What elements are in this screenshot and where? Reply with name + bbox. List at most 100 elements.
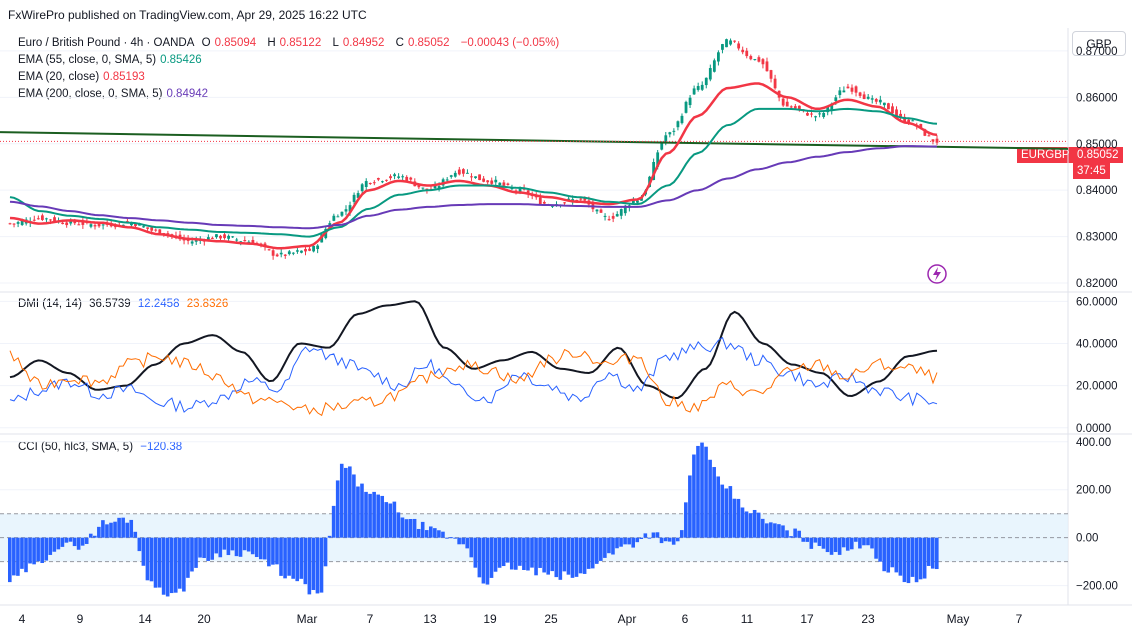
candle-body: [636, 200, 639, 203]
cci-bar: [918, 537, 923, 580]
candle-body: [287, 251, 291, 255]
cci-bar: [331, 505, 336, 538]
candle-body: [615, 214, 619, 217]
cci-bar: [732, 498, 737, 538]
candle-body: [737, 43, 741, 49]
cci-bar: [457, 537, 461, 545]
candle-body: [870, 98, 874, 100]
candle-body: [279, 252, 283, 255]
candle-body: [733, 40, 736, 42]
x-tick-label: 4: [19, 612, 26, 626]
candle-body: [77, 224, 81, 226]
cci-y-tick-label: −200.00: [1076, 581, 1118, 593]
cci-bar: [396, 512, 401, 538]
cci-value: −120.38: [140, 441, 183, 453]
cci-bar: [578, 537, 583, 574]
cci-bar: [922, 537, 927, 579]
cci-bar: [582, 537, 587, 574]
dmi-line-minus-di: [9, 348, 938, 417]
candle-body: [822, 112, 826, 117]
candle-body: [389, 176, 392, 179]
candle-body: [121, 224, 125, 226]
cci-bar: [84, 537, 89, 544]
cci-bar: [271, 537, 275, 565]
cci-bar: [88, 533, 93, 538]
candle-body: [785, 101, 789, 107]
ema-line-ema55: [9, 107, 938, 238]
candle-body: [364, 181, 368, 187]
lightning-icon[interactable]: [927, 264, 947, 284]
cci-legend[interactable]: CCI (50, hlc3, SMA, 5) −120.38: [18, 441, 186, 453]
cci-bar: [93, 535, 97, 538]
ohlc-close: C 0.85052: [395, 37, 450, 49]
candle-body: [793, 106, 797, 109]
candle-body: [708, 68, 712, 80]
candle-body: [247, 241, 251, 243]
x-tick-label: 17: [800, 612, 814, 626]
cci-bar: [789, 536, 793, 538]
ema55-label: EMA (55, close, 0, SMA, 5): [18, 54, 157, 66]
candle-body: [696, 86, 700, 90]
candle-body: [575, 199, 579, 201]
cci-bar: [817, 537, 822, 547]
symbol-title[interactable]: Euro / British Pound · 4h · OANDA: [18, 37, 195, 49]
candle-body: [453, 172, 457, 177]
candle-body: [789, 106, 793, 108]
candle-body: [368, 183, 372, 185]
cci-bar: [489, 537, 494, 578]
ema20-value: 0.85193: [103, 71, 145, 83]
cci-bar: [833, 537, 838, 553]
cci-bar: [566, 537, 571, 575]
cci-bar: [424, 530, 429, 538]
candle-body: [814, 116, 817, 118]
candle-body: [291, 252, 295, 254]
ema55-legend[interactable]: EMA (55, close, 0, SMA, 5) 0.85426: [18, 54, 206, 66]
cci-bar: [574, 537, 579, 577]
candle-body: [502, 182, 506, 186]
cci-bar: [105, 524, 109, 538]
candle-body: [150, 227, 154, 231]
candle-body: [8, 223, 12, 225]
candle-body: [251, 239, 255, 244]
cci-bar: [161, 537, 166, 595]
cci-bar: [125, 522, 129, 538]
ema20-legend[interactable]: EMA (20, close) 0.85193: [18, 71, 149, 83]
price-y-tick-label: 0.84000: [1076, 185, 1118, 197]
cci-bar: [619, 537, 623, 547]
candle-body: [563, 202, 566, 204]
cci-bar: [246, 537, 251, 552]
cci-bar: [376, 494, 380, 538]
dmi-y-tick-label: 0.0000: [1076, 423, 1111, 435]
cci-bar: [206, 537, 210, 561]
cci-bar: [829, 537, 834, 555]
candle-body: [130, 222, 133, 226]
candle-body: [474, 176, 477, 179]
cci-bar: [20, 537, 24, 569]
x-tick-label: 7: [367, 612, 374, 626]
candle-body: [308, 248, 311, 251]
cci-bar: [659, 537, 664, 544]
currency-selector[interactable]: GBP: [1072, 31, 1126, 56]
candle-body: [514, 190, 518, 192]
ema-line-ema20: [9, 82, 938, 250]
candle-body: [599, 209, 603, 213]
candle-body: [101, 224, 105, 226]
candle-body: [219, 235, 222, 239]
candle-body: [862, 94, 866, 100]
cci-bar: [202, 537, 206, 558]
candle-body: [146, 227, 150, 229]
candle-body: [688, 97, 692, 106]
cci-bar: [226, 537, 231, 556]
candle-body: [919, 123, 923, 128]
ohlc-change: −0.00043 (−0.05%): [460, 37, 560, 49]
candle-body: [73, 220, 77, 224]
cci-bar: [76, 537, 81, 550]
candle-body: [227, 235, 230, 239]
cci-bar: [384, 502, 389, 538]
candle-body: [134, 223, 137, 227]
cci-bar: [173, 537, 178, 593]
candle-body: [652, 161, 656, 180]
candle-body: [773, 78, 777, 89]
cci-bar: [712, 467, 716, 538]
